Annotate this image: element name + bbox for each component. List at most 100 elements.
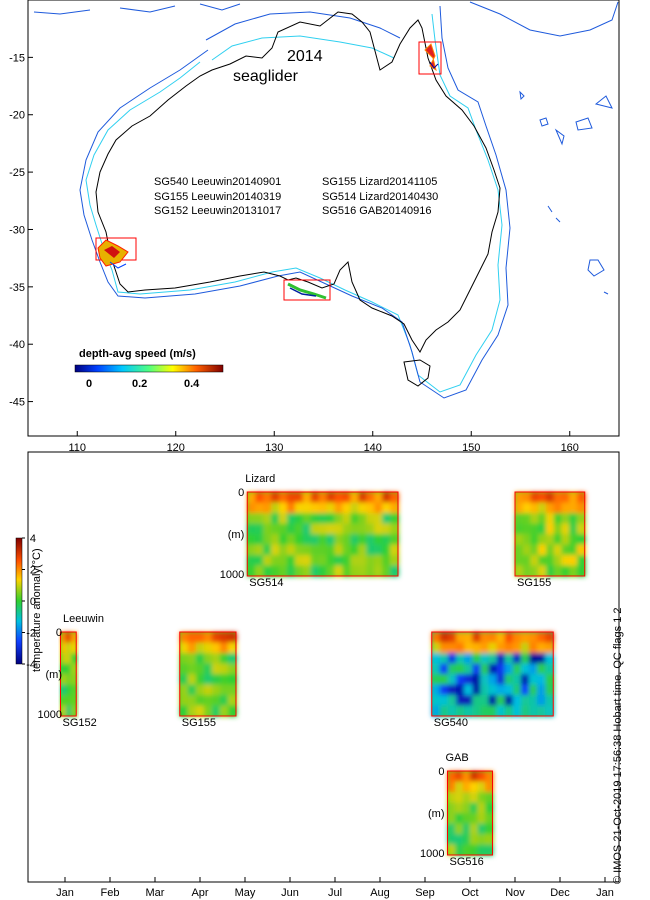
cell xyxy=(546,492,555,504)
cell xyxy=(545,705,555,717)
cell xyxy=(302,502,312,514)
cell xyxy=(545,653,555,665)
cell xyxy=(60,705,67,717)
cell xyxy=(504,632,514,644)
depth-tick-bottom: 1000 xyxy=(38,709,62,721)
cell xyxy=(470,802,479,814)
cell xyxy=(390,555,399,567)
month-axis-ticks: 0 (m) 1000 0 (m) 1000 0 (m) 1000 Jan Feb Mar Apr May J… xyxy=(38,487,614,899)
cell xyxy=(553,534,563,546)
cell xyxy=(462,834,471,846)
cell xyxy=(71,642,78,654)
cell xyxy=(447,632,458,644)
cell xyxy=(382,513,392,525)
cell xyxy=(553,565,563,577)
cell xyxy=(530,492,540,504)
month-tick-label: Jan xyxy=(596,887,614,899)
cell xyxy=(569,513,578,525)
cell xyxy=(326,544,336,556)
cell xyxy=(455,771,464,783)
cell xyxy=(382,523,392,535)
cell xyxy=(561,534,571,546)
cell xyxy=(263,565,273,577)
cell xyxy=(326,502,336,514)
cell xyxy=(538,555,547,567)
cell xyxy=(520,705,530,717)
cell xyxy=(255,492,265,504)
cell xyxy=(530,513,540,525)
cell xyxy=(60,684,67,696)
cell xyxy=(522,492,532,504)
anomaly-tick-label: -2 xyxy=(26,628,36,640)
cell xyxy=(65,642,72,654)
cell xyxy=(546,534,555,546)
cell xyxy=(219,695,229,707)
cell xyxy=(455,834,464,846)
cell xyxy=(515,513,524,525)
month-tick-label: Sep xyxy=(415,887,435,899)
speed-tick: 0.4 xyxy=(184,378,200,390)
cell xyxy=(472,705,482,717)
anomaly-colorbar: 4 2 0 -2 -4 temperature anomaly(°C) xyxy=(15,533,43,672)
cell xyxy=(439,642,449,654)
cell xyxy=(286,565,296,577)
cell xyxy=(302,523,312,535)
cell xyxy=(464,632,474,644)
cell xyxy=(496,642,506,654)
month-tick-label: Feb xyxy=(101,887,120,899)
cell xyxy=(358,492,368,504)
cell xyxy=(271,502,280,514)
speed-colorbar: depth-avg speed (m/s) 0 0.2 0.4 xyxy=(74,348,224,390)
cell xyxy=(485,792,494,804)
cell xyxy=(485,823,494,835)
map-title-word: seaglider xyxy=(233,68,299,85)
cell xyxy=(569,565,578,577)
cell xyxy=(382,555,392,567)
cell xyxy=(366,502,376,514)
cell xyxy=(203,695,213,707)
cell xyxy=(195,632,205,644)
cell xyxy=(263,544,273,556)
cell xyxy=(447,792,456,804)
cell xyxy=(350,513,360,525)
cell xyxy=(179,684,189,696)
cell xyxy=(310,555,320,567)
cell xyxy=(485,802,494,814)
cell xyxy=(431,642,441,654)
cell xyxy=(60,695,67,707)
y-tick-label: -30 xyxy=(9,224,25,236)
panel-border xyxy=(246,491,399,577)
cell xyxy=(71,705,78,717)
cell xyxy=(326,523,336,535)
depth-tick-top: 0 xyxy=(56,627,62,639)
cell xyxy=(561,492,571,504)
cell xyxy=(456,653,466,665)
cell xyxy=(310,523,320,535)
cell xyxy=(179,663,189,675)
cell xyxy=(350,502,360,514)
cell xyxy=(504,653,514,665)
cell xyxy=(187,684,197,696)
cell xyxy=(431,705,441,717)
cell xyxy=(439,632,449,644)
speed-tick: 0 xyxy=(86,378,92,390)
cell xyxy=(464,653,474,665)
speed-colorbar-label: depth-avg speed (m/s) xyxy=(79,348,196,360)
cell xyxy=(504,663,514,675)
deep-contour-north xyxy=(205,11,401,41)
cell xyxy=(255,534,265,546)
cell xyxy=(537,684,547,696)
cell xyxy=(504,642,514,654)
cell xyxy=(219,684,229,696)
cell xyxy=(485,813,494,825)
cell xyxy=(278,555,288,567)
cell xyxy=(472,642,482,654)
cell xyxy=(569,534,578,546)
cell xyxy=(334,502,344,514)
cell xyxy=(538,534,547,546)
cell xyxy=(561,523,571,535)
cell xyxy=(366,555,376,567)
cell xyxy=(561,565,571,577)
cell xyxy=(569,555,578,567)
cell xyxy=(455,813,464,825)
